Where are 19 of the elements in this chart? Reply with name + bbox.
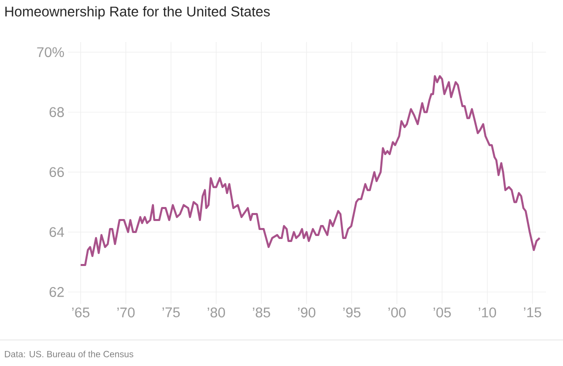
x-tick-label: ’15 <box>524 308 542 318</box>
x-tick-label: ’65 <box>72 308 90 318</box>
x-tick-label: ’90 <box>298 308 316 318</box>
x-tick-label: ’75 <box>162 308 180 318</box>
y-tick-label: 64 <box>50 227 64 237</box>
x-tick-label: ’80 <box>208 308 225 318</box>
x-tick-label: ’85 <box>252 308 270 318</box>
y-tick-label: 62 <box>50 287 64 297</box>
x-tick-label: ’05 <box>434 308 451 318</box>
y-tick-label: 68 <box>50 107 64 118</box>
x-tick-label: ’70 <box>117 308 135 318</box>
text: Data: US. Bureau of the Census <box>4 350 134 358</box>
chart-title: Homeownership Rate for the United States <box>5 6 270 20</box>
y-tick-label: 70% <box>37 47 64 58</box>
line-series <box>80 75 541 266</box>
x-tick-label: ’95 <box>343 308 360 318</box>
x-tick-label: ’10 <box>478 308 496 318</box>
y-tick-label: 66 <box>50 167 64 178</box>
x-tick-label: ’00 <box>388 308 406 318</box>
